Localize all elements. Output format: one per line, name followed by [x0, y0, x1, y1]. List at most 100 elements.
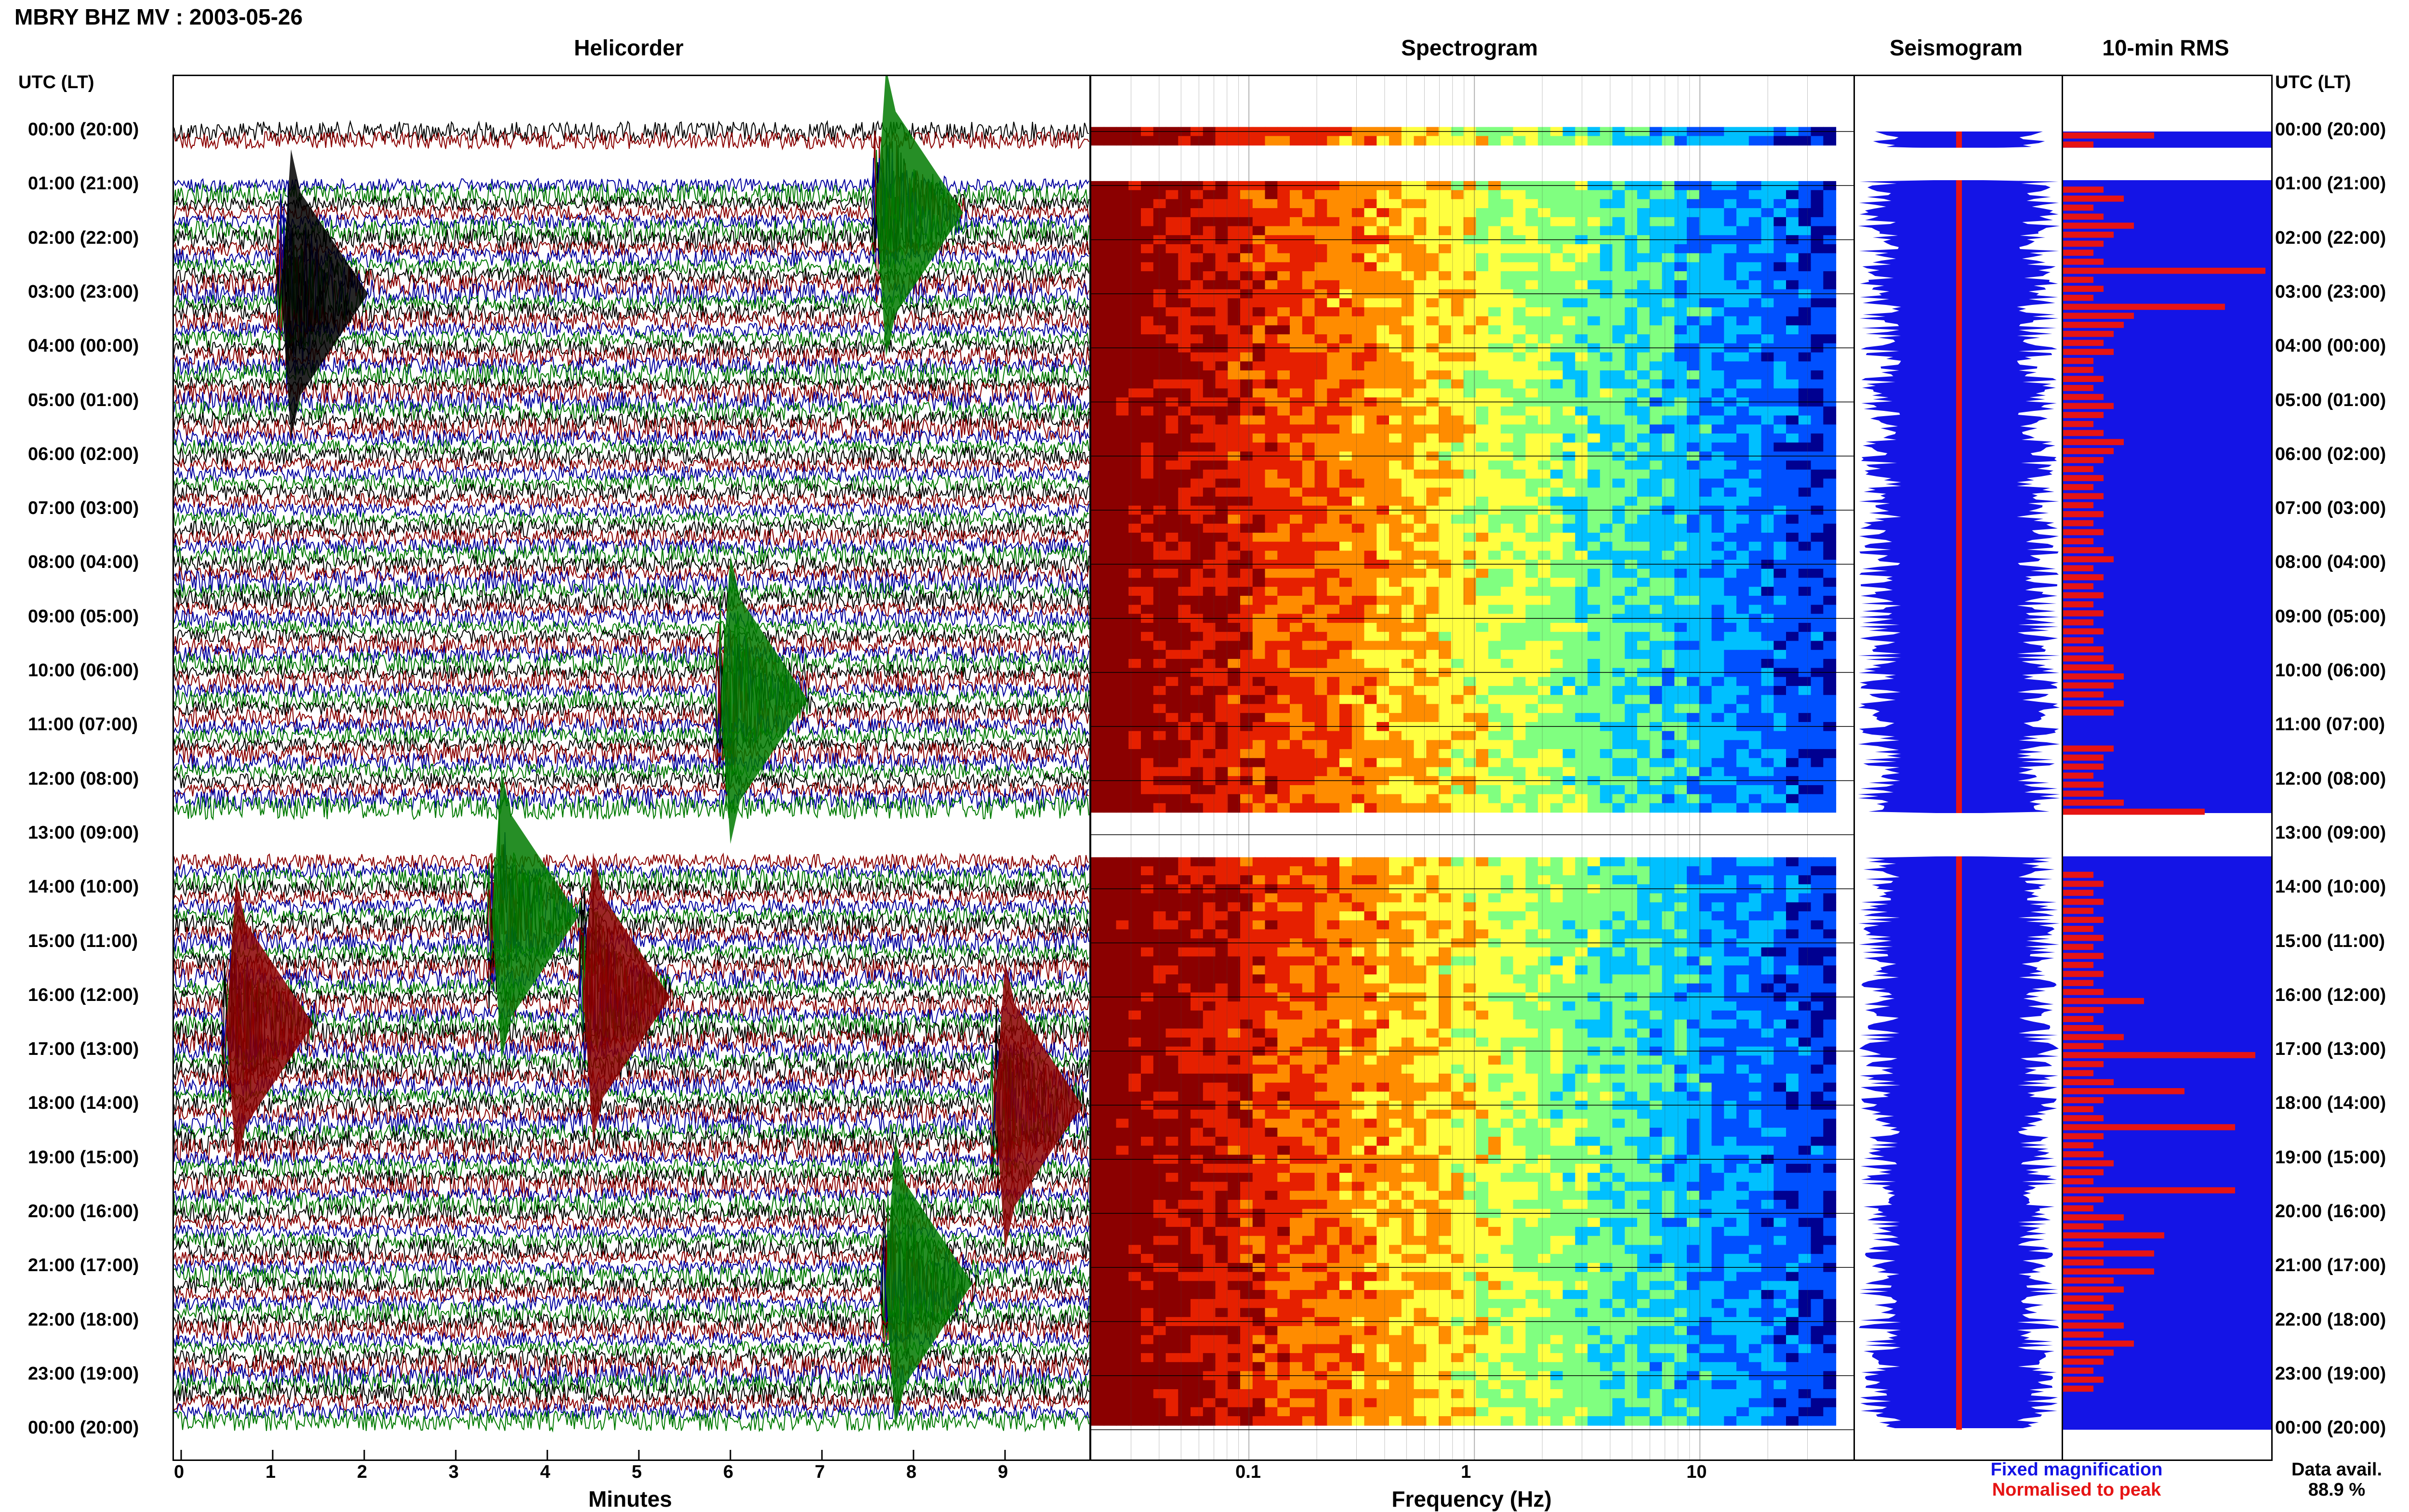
spectrogram-cell: [1550, 686, 1563, 696]
spectrogram-cell: [1277, 136, 1291, 146]
spectrogram-cell: [1252, 623, 1266, 632]
spectrogram-cell: [1389, 794, 1402, 804]
spectrogram-cell: [1265, 605, 1278, 615]
spectrogram-cell: [1314, 704, 1328, 714]
spectrogram-cell: [1165, 731, 1179, 741]
spectrogram-cell: [1823, 686, 1837, 696]
spectrogram-cell: [1513, 857, 1526, 867]
spectrogram-cell: [1240, 767, 1253, 777]
spectrogram-cell: [1748, 334, 1762, 344]
spectrogram-cell: [1798, 713, 1812, 723]
spectrogram-cell: [1562, 199, 1576, 209]
spectrogram-cell: [1178, 217, 1191, 227]
spectrogram-cell: [1711, 623, 1725, 632]
spectrogram-cell: [1786, 316, 1799, 326]
spectrogram-cell: [1302, 785, 1315, 795]
spectrogram-cell: [1736, 767, 1749, 777]
spectrogram-cell: [1351, 587, 1365, 596]
spectrogram-cell: [1748, 316, 1762, 326]
spectrogram-cell: [1228, 713, 1241, 723]
spectrogram-cell: [1786, 893, 1799, 903]
spectrogram-cell: [1314, 578, 1328, 588]
spectrogram-cell: [1203, 857, 1216, 867]
spectrogram-cell: [1748, 262, 1762, 272]
spectrogram-cell: [1351, 424, 1365, 434]
spectrogram-cell: [1674, 587, 1688, 596]
spectrogram-cell: [1377, 803, 1390, 813]
spectrogram-cell: [1277, 749, 1291, 759]
spectrogram-cell: [1339, 406, 1352, 416]
spectrogram-cell: [1351, 487, 1365, 497]
spectrogram-cell: [1538, 388, 1551, 398]
spectrogram-cell: [1774, 226, 1787, 236]
spectrogram-cell: [1525, 280, 1539, 290]
spectrogram-cell: [1625, 587, 1638, 596]
spectrogram-cell: [1128, 857, 1142, 867]
spectrogram-cell: [1600, 226, 1613, 236]
spectrogram-cell: [1525, 568, 1539, 579]
spectrogram-cell: [1500, 677, 1514, 687]
spectrogram-cell: [1215, 325, 1229, 335]
spectrogram-cell: [1426, 469, 1440, 479]
spectrogram-cell: [1252, 551, 1266, 560]
spectrogram-cell: [1562, 217, 1576, 227]
spectrogram-cell: [1649, 352, 1663, 362]
spectrogram-cell: [1463, 524, 1477, 533]
spectrogram-cell: [1091, 334, 1104, 344]
time-label-left: 10:00 (06:00): [28, 660, 139, 681]
spectrogram-cell: [1277, 902, 1291, 912]
spectrogram-cell: [1451, 686, 1464, 696]
spectrogram-cell: [1128, 623, 1142, 632]
spectrogram-cell: [1500, 920, 1514, 930]
spectrogram-cell: [1525, 704, 1539, 714]
spectrogram-cell: [1339, 541, 1352, 552]
spectrogram-cell: [1228, 866, 1241, 876]
spectrogram-cell: [1165, 379, 1179, 389]
spectrogram-cell: [1538, 902, 1551, 912]
spectrogram-cell: [1662, 767, 1675, 777]
spectrogram-cell: [1513, 262, 1526, 272]
spectrogram-cell: [1252, 650, 1266, 659]
spectrogram-cell: [1290, 541, 1303, 552]
spectrogram-cell: [1203, 253, 1216, 263]
spectrogram-cell: [1277, 568, 1291, 579]
spectrogram-cell: [1774, 767, 1787, 777]
spectrogram-cell: [1215, 677, 1229, 687]
spectrogram-cell: [1439, 695, 1452, 705]
helicorder-trace: [174, 1213, 1089, 1232]
spectrogram-cell: [1811, 713, 1824, 723]
spectrogram-cell: [1451, 731, 1464, 741]
spectrogram-cell: [1153, 280, 1166, 290]
spectrogram-cell: [1327, 641, 1340, 651]
spectrogram-cell: [1500, 442, 1514, 452]
spectrogram-cell: [1687, 587, 1700, 596]
spectrogram-cell: [1525, 316, 1539, 326]
spectrogram-cell: [1302, 731, 1315, 741]
spectrogram-cell: [1277, 190, 1291, 200]
spectrogram-cell: [1748, 478, 1762, 488]
spectrogram-cell: [1488, 740, 1501, 750]
spectrogram-cell: [1165, 631, 1179, 642]
spectrogram-cell: [1153, 532, 1166, 542]
spectrogram-cell: [1575, 758, 1588, 768]
spectrogram-cell: [1401, 136, 1415, 146]
spectrogram-cell: [1798, 641, 1812, 651]
helicorder-trace: [174, 736, 1089, 753]
spectrogram-cell: [1724, 307, 1737, 317]
spectrogram-cell: [1463, 325, 1477, 335]
spectrogram-cell: [1128, 361, 1142, 371]
spectrogram-cell: [1128, 352, 1142, 362]
spectrogram-cell: [1389, 253, 1402, 263]
spectrogram-cell: [1662, 524, 1675, 533]
spectrogram-cell: [1687, 226, 1700, 236]
spectrogram-cell: [1414, 307, 1427, 317]
spectrogram-cell: [1178, 460, 1191, 470]
spectrogram-cell: [1401, 794, 1415, 804]
spectrogram-cell: [1711, 316, 1725, 326]
spectrogram-cell: [1637, 379, 1650, 389]
spectrogram-cell: [1612, 199, 1626, 209]
spectrogram-cell: [1699, 190, 1712, 200]
spectrogram-cell: [1662, 199, 1675, 209]
spectrogram-cell: [1612, 190, 1626, 200]
spectrogram-cell: [1625, 902, 1638, 912]
